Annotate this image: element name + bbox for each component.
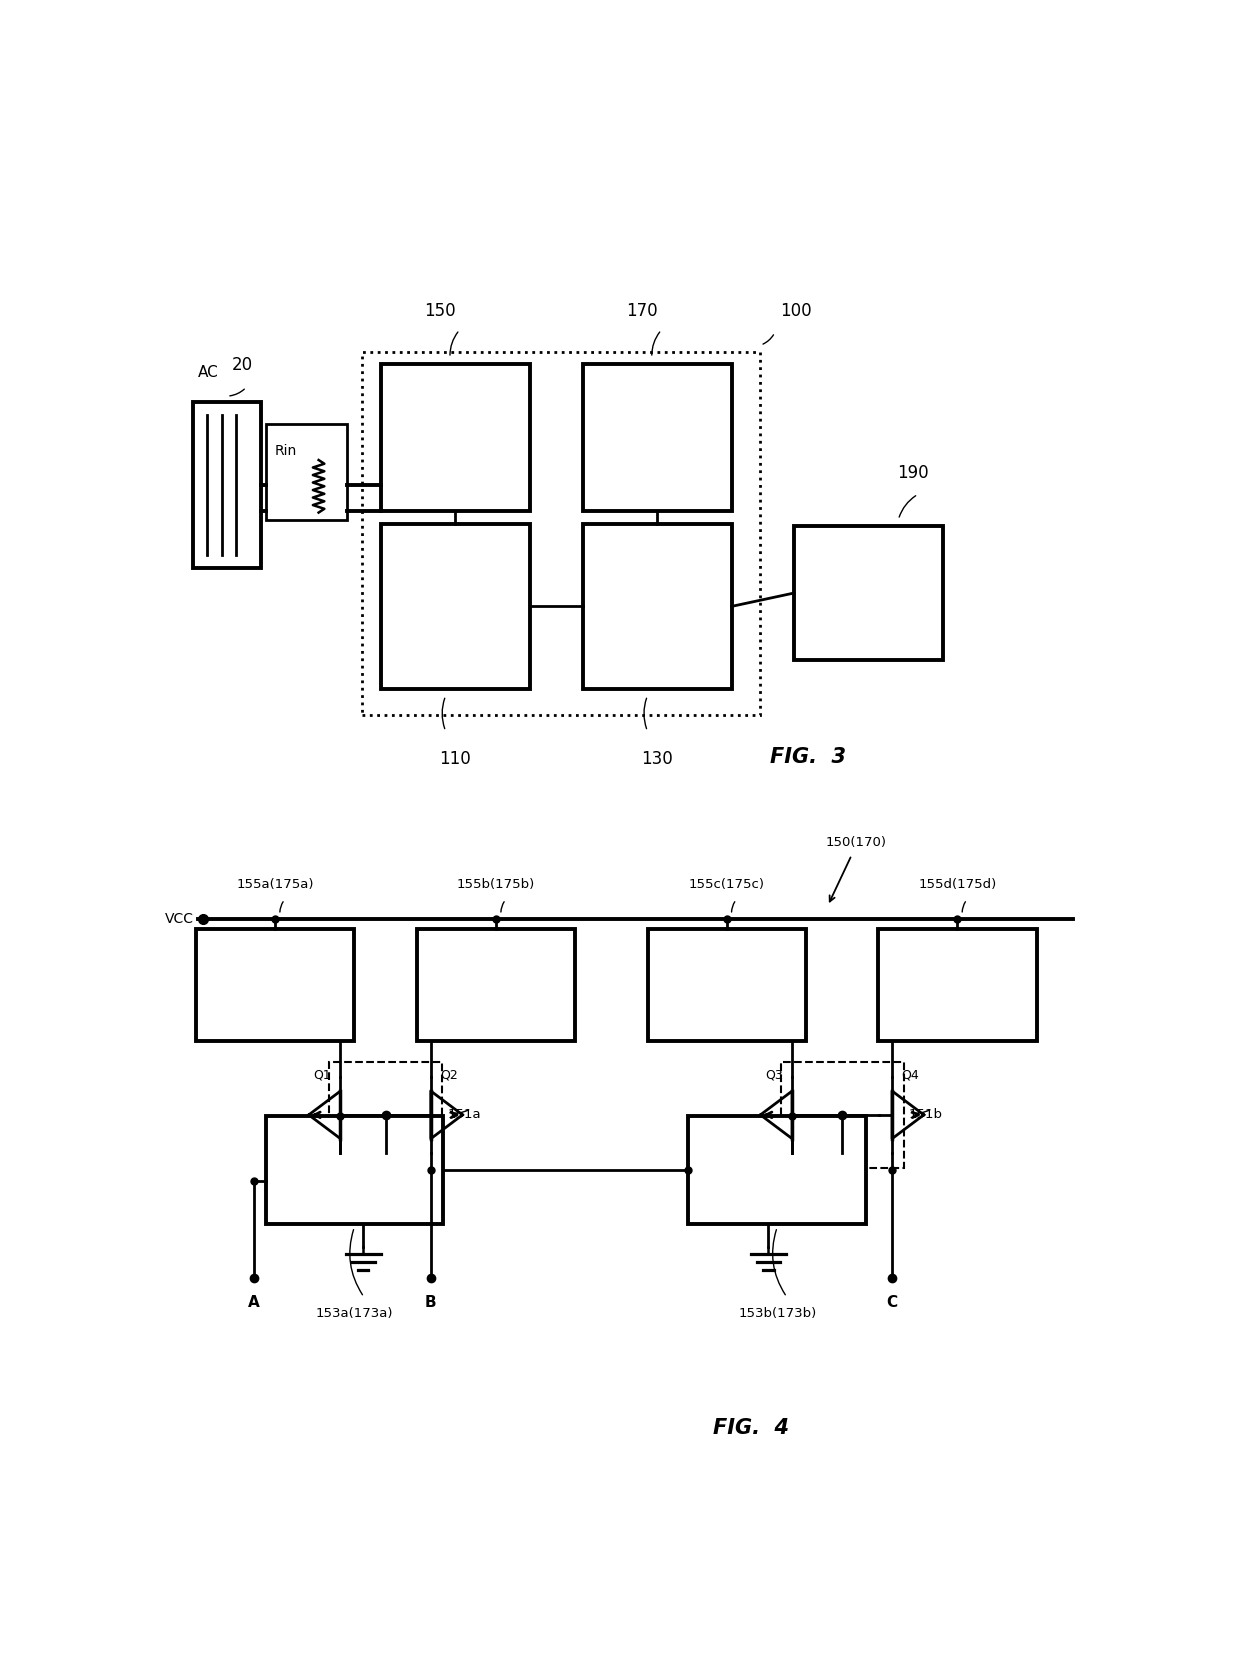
Text: FIG.  3: FIG. 3 bbox=[770, 746, 847, 766]
Bar bbox=[878, 928, 1037, 1041]
Text: C: C bbox=[887, 1294, 898, 1309]
Text: B: B bbox=[425, 1294, 436, 1309]
Text: 170: 170 bbox=[626, 301, 658, 319]
Bar bbox=[583, 523, 732, 688]
Text: 110: 110 bbox=[439, 750, 471, 768]
Bar bbox=[362, 351, 760, 715]
Bar bbox=[196, 928, 355, 1041]
Bar bbox=[688, 1115, 866, 1225]
Text: 150(170): 150(170) bbox=[826, 836, 887, 849]
Text: 190: 190 bbox=[898, 463, 929, 482]
Text: 130: 130 bbox=[641, 750, 673, 768]
Bar bbox=[265, 424, 347, 520]
Text: AC: AC bbox=[198, 364, 219, 379]
Text: Q4: Q4 bbox=[901, 1067, 919, 1081]
Text: Q1: Q1 bbox=[314, 1067, 331, 1081]
Text: 153a(173a): 153a(173a) bbox=[316, 1307, 393, 1321]
Bar bbox=[647, 928, 806, 1041]
Text: 100: 100 bbox=[780, 301, 811, 319]
Bar bbox=[381, 364, 529, 511]
Text: 155c(175c): 155c(175c) bbox=[688, 877, 765, 890]
Text: FIG.  4: FIG. 4 bbox=[713, 1418, 789, 1438]
Bar bbox=[193, 402, 260, 568]
Text: Q2: Q2 bbox=[440, 1067, 458, 1081]
Bar bbox=[794, 526, 944, 660]
Text: 20: 20 bbox=[232, 356, 253, 374]
Bar bbox=[381, 523, 529, 688]
Text: VCC: VCC bbox=[165, 912, 193, 925]
Text: 155b(175b): 155b(175b) bbox=[458, 877, 536, 890]
Text: A: A bbox=[248, 1294, 260, 1309]
Bar bbox=[265, 1115, 444, 1225]
Text: 155d(175d): 155d(175d) bbox=[919, 877, 997, 890]
Text: Q3: Q3 bbox=[765, 1067, 782, 1081]
Bar bbox=[583, 364, 732, 511]
Text: Rin: Rin bbox=[275, 444, 298, 458]
Text: 155a(175a): 155a(175a) bbox=[237, 877, 314, 890]
Text: 150: 150 bbox=[424, 301, 456, 319]
Bar bbox=[329, 1063, 443, 1168]
Text: 151b: 151b bbox=[909, 1109, 942, 1122]
Bar bbox=[781, 1063, 904, 1168]
Text: 153b(173b): 153b(173b) bbox=[738, 1307, 816, 1321]
Bar bbox=[417, 928, 575, 1041]
Text: 151a: 151a bbox=[448, 1109, 481, 1122]
